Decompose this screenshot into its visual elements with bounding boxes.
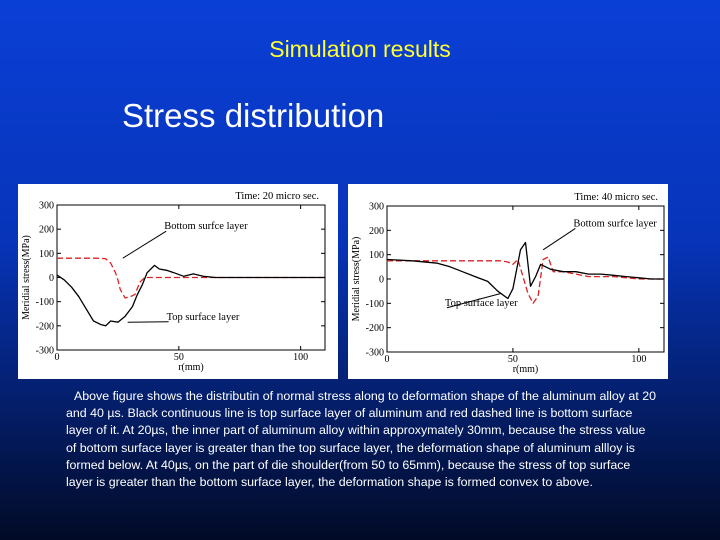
chart-title: Time: 40 micro sec. [574,192,658,203]
x-tick-label: 100 [631,354,646,365]
x-tick-label: 100 [293,352,308,363]
x-tick-label: 0 [385,354,390,365]
chart-title: Time: 20 micro sec. [235,191,319,202]
annotation-arrow [542,228,576,251]
y-axis-label: Meridial stress(MPa) [351,237,362,322]
y-tick-label: 300 [369,202,384,213]
chart-20-svg: Time: 20 micro sec. 300 200 100 0 -100 -200 -30… [21,191,326,373]
y-tick-label: 100 [39,249,54,260]
x-axis-label: r(mm) [513,364,539,375]
y-tick-label: -200 [366,323,384,334]
y-tick-label: 200 [39,225,54,236]
y-tick-label: -300 [36,346,54,357]
y-tick-label: 0 [379,275,384,286]
y-tick-label: -200 [36,321,54,332]
series-line-bottom-surface [387,256,664,304]
caption: Above figure shows the distributin of no… [66,388,656,491]
annotation-label: Top surface layer [167,312,240,323]
series-line-bottom-surface [57,257,325,299]
y-tick-label: 0 [49,273,54,284]
y-tick-label: -300 [366,348,384,359]
annotation-label: Bottom surfce layer [573,218,657,229]
slide-title: Simulation results [269,36,451,62]
annotation-arrow [446,293,501,309]
y-tick-label: -100 [36,297,54,308]
x-tick-label: 0 [55,352,60,363]
series-line-top-surface [386,241,664,300]
annotation-label: Bottom surfce layer [164,221,248,232]
x-tick-label: 50 [174,352,184,363]
x-axis-label: r(mm) [178,362,204,373]
y-tick-label: -100 [366,299,384,310]
y-tick-label: 200 [369,226,384,237]
slide-subtitle: Stress distribution [122,97,385,134]
annotation-arrow [122,230,167,259]
x-tick-label: 50 [508,354,518,365]
series-line-top-surface [56,264,325,327]
caption-text: Above figure shows the distributin of no… [66,389,656,490]
chart-20-micro-sec: Time: 20 micro sec. 300 200 100 0 -100 -200 -30… [18,184,338,379]
y-axis-label: Meridial stress(MPa) [21,235,32,320]
y-tick-label: 100 [369,250,384,261]
y-tick-label: 300 [39,201,54,212]
chart-40-micro-sec: Time: 40 micro sec. 300 200 100 0 -100 -200 -30… [348,184,668,379]
chart-40-svg: Time: 40 micro sec. 300 200 100 0 -100 -200 -30… [351,192,665,375]
annotation-label: Top surface layer [445,298,518,309]
